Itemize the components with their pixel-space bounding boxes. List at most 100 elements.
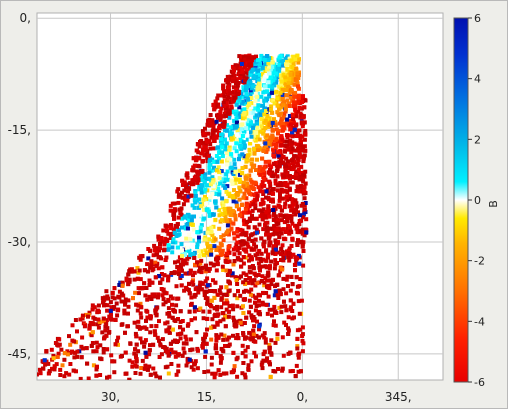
x-tick-label: 15, xyxy=(197,390,216,404)
data-point xyxy=(275,165,280,169)
data-point xyxy=(221,292,226,297)
data-point xyxy=(196,290,201,295)
data-point xyxy=(235,128,240,132)
data-point xyxy=(166,278,171,283)
data-point xyxy=(247,310,252,315)
data-point xyxy=(104,333,109,338)
data-point xyxy=(234,109,239,114)
data-point xyxy=(234,336,239,341)
data-point xyxy=(281,183,286,188)
data-point xyxy=(301,179,306,184)
data-point xyxy=(220,154,225,159)
data-point xyxy=(222,104,227,108)
data-point xyxy=(267,179,272,184)
data-point xyxy=(265,228,270,233)
data-point xyxy=(233,245,238,250)
data-point xyxy=(219,93,224,98)
data-point xyxy=(245,137,250,142)
data-point xyxy=(163,258,168,262)
data-point xyxy=(189,318,194,323)
data-point xyxy=(271,148,276,153)
data-point xyxy=(123,330,127,335)
data-point xyxy=(221,200,226,205)
data-point xyxy=(166,353,171,358)
data-point xyxy=(229,178,234,183)
data-point xyxy=(296,355,301,360)
data-point xyxy=(231,221,236,226)
data-point xyxy=(264,189,269,194)
data-point xyxy=(110,290,115,295)
data-point xyxy=(179,268,184,273)
data-point xyxy=(251,266,256,271)
data-point xyxy=(267,307,272,312)
data-point xyxy=(253,115,258,120)
data-point xyxy=(295,226,300,231)
data-point xyxy=(291,133,296,138)
data-point xyxy=(185,360,190,365)
data-point xyxy=(266,80,271,85)
data-point xyxy=(120,322,125,327)
data-point xyxy=(193,200,198,205)
data-point xyxy=(280,267,285,272)
data-point xyxy=(279,252,283,257)
data-point xyxy=(210,132,215,137)
data-point xyxy=(157,248,162,253)
data-point xyxy=(105,308,110,313)
data-point xyxy=(207,198,212,202)
data-point xyxy=(222,90,227,95)
data-point xyxy=(104,322,109,327)
data-point xyxy=(255,97,260,102)
data-point xyxy=(143,363,148,368)
data-point xyxy=(151,366,156,371)
data-point xyxy=(86,376,91,380)
data-point xyxy=(232,123,237,128)
data-point xyxy=(183,194,188,198)
data-point xyxy=(277,198,282,203)
data-point xyxy=(287,225,292,230)
data-point xyxy=(201,338,206,343)
data-point xyxy=(287,246,292,251)
data-point xyxy=(261,200,266,205)
data-point xyxy=(220,264,225,269)
data-point xyxy=(182,247,187,252)
data-point xyxy=(296,86,301,91)
data-point xyxy=(152,243,157,248)
data-point xyxy=(227,161,232,166)
data-point xyxy=(241,180,246,185)
data-point xyxy=(258,256,263,261)
data-point xyxy=(168,232,173,237)
data-point xyxy=(54,362,59,367)
data-point xyxy=(256,75,261,80)
data-point xyxy=(94,349,99,354)
data-point xyxy=(175,189,180,194)
data-point xyxy=(217,288,222,293)
data-point xyxy=(302,120,307,125)
data-point xyxy=(272,210,277,215)
data-point xyxy=(187,218,192,222)
data-point xyxy=(217,190,222,195)
data-point xyxy=(240,203,245,207)
data-point xyxy=(272,266,277,271)
data-point xyxy=(240,68,245,73)
data-point xyxy=(270,65,275,70)
data-point xyxy=(170,201,175,206)
data-point xyxy=(199,204,204,209)
data-point xyxy=(171,350,176,355)
data-point xyxy=(301,155,306,160)
data-point xyxy=(184,341,189,346)
data-point xyxy=(254,304,259,308)
data-point xyxy=(144,308,149,313)
data-point xyxy=(284,323,288,327)
data-point xyxy=(232,146,237,151)
data-point xyxy=(249,247,254,252)
data-point xyxy=(254,89,259,94)
data-point xyxy=(267,360,272,365)
data-point xyxy=(227,259,232,264)
data-point xyxy=(180,225,184,230)
data-point xyxy=(276,273,281,278)
data-point xyxy=(276,296,281,300)
data-point xyxy=(297,284,302,289)
data-point xyxy=(301,215,306,220)
data-point xyxy=(257,81,262,86)
data-point xyxy=(255,157,259,162)
